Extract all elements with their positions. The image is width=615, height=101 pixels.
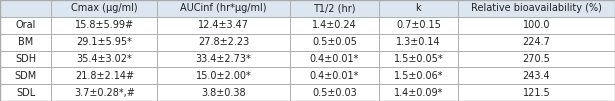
Text: 1.5±0.06*: 1.5±0.06* [394, 71, 443, 81]
Text: 121.5: 121.5 [523, 88, 550, 98]
Text: 29.1±5.95*: 29.1±5.95* [76, 37, 132, 47]
Bar [290, 67, 379, 84]
Text: SDM: SDM [15, 71, 37, 81]
Bar [458, 67, 615, 84]
Text: 3.8±0.38: 3.8±0.38 [201, 88, 246, 98]
Bar [379, 67, 458, 84]
Bar [458, 17, 615, 34]
Bar [290, 17, 379, 34]
Bar [0, 0, 52, 17]
Bar [52, 34, 157, 50]
Text: 15.8±5.99#: 15.8±5.99# [75, 20, 134, 30]
Bar [0, 50, 52, 67]
Bar [290, 34, 379, 50]
Bar [157, 50, 290, 67]
Text: 100.0: 100.0 [523, 20, 550, 30]
Text: T1/2 (hr): T1/2 (hr) [313, 3, 355, 13]
Text: 1.4±0.09*: 1.4±0.09* [394, 88, 443, 98]
Bar [52, 0, 157, 17]
Text: 15.0±2.00*: 15.0±2.00* [196, 71, 252, 81]
Text: AUCinf (hr*μg/ml): AUCinf (hr*μg/ml) [180, 3, 267, 13]
Bar [52, 84, 157, 101]
Text: 243.4: 243.4 [523, 71, 550, 81]
Text: k: k [416, 3, 421, 13]
Bar [290, 50, 379, 67]
Text: 3.7±0.28*,#: 3.7±0.28*,# [74, 88, 135, 98]
Bar [157, 67, 290, 84]
Bar [0, 17, 52, 34]
Text: 1.5±0.05*: 1.5±0.05* [394, 54, 443, 64]
Bar [458, 84, 615, 101]
Text: 0.5±0.03: 0.5±0.03 [312, 88, 357, 98]
Text: 35.4±3.02*: 35.4±3.02* [76, 54, 132, 64]
Text: 0.4±0.01*: 0.4±0.01* [309, 54, 359, 64]
Text: BM: BM [18, 37, 33, 47]
Bar [52, 50, 157, 67]
Bar [379, 34, 458, 50]
Bar [290, 84, 379, 101]
Bar [379, 50, 458, 67]
Text: 224.7: 224.7 [522, 37, 550, 47]
Bar [458, 0, 615, 17]
Bar [290, 0, 379, 17]
Bar [0, 84, 52, 101]
Bar [379, 17, 458, 34]
Bar [379, 0, 458, 17]
Bar [0, 34, 52, 50]
Text: 33.4±2.73*: 33.4±2.73* [196, 54, 252, 64]
Text: 1.4±0.24: 1.4±0.24 [312, 20, 357, 30]
Bar [0, 67, 52, 84]
Bar [157, 84, 290, 101]
Bar [52, 67, 157, 84]
Text: 21.8±2.14#: 21.8±2.14# [75, 71, 134, 81]
Text: Oral: Oral [15, 20, 36, 30]
Bar [157, 0, 290, 17]
Bar [458, 34, 615, 50]
Bar [157, 17, 290, 34]
Text: 12.4±3.47: 12.4±3.47 [198, 20, 249, 30]
Text: Cmax (μg/ml): Cmax (μg/ml) [71, 3, 138, 13]
Text: 0.4±0.01*: 0.4±0.01* [309, 71, 359, 81]
Bar [458, 50, 615, 67]
Bar [157, 34, 290, 50]
Text: 27.8±2.23: 27.8±2.23 [198, 37, 249, 47]
Text: SDL: SDL [16, 88, 36, 98]
Text: 0.7±0.15: 0.7±0.15 [396, 20, 441, 30]
Bar [379, 84, 458, 101]
Text: 0.5±0.05: 0.5±0.05 [312, 37, 357, 47]
Text: 270.5: 270.5 [522, 54, 550, 64]
Bar [52, 17, 157, 34]
Text: 1.3±0.14: 1.3±0.14 [396, 37, 441, 47]
Text: Relative bioavailability (%): Relative bioavailability (%) [471, 3, 601, 13]
Text: SDH: SDH [15, 54, 36, 64]
